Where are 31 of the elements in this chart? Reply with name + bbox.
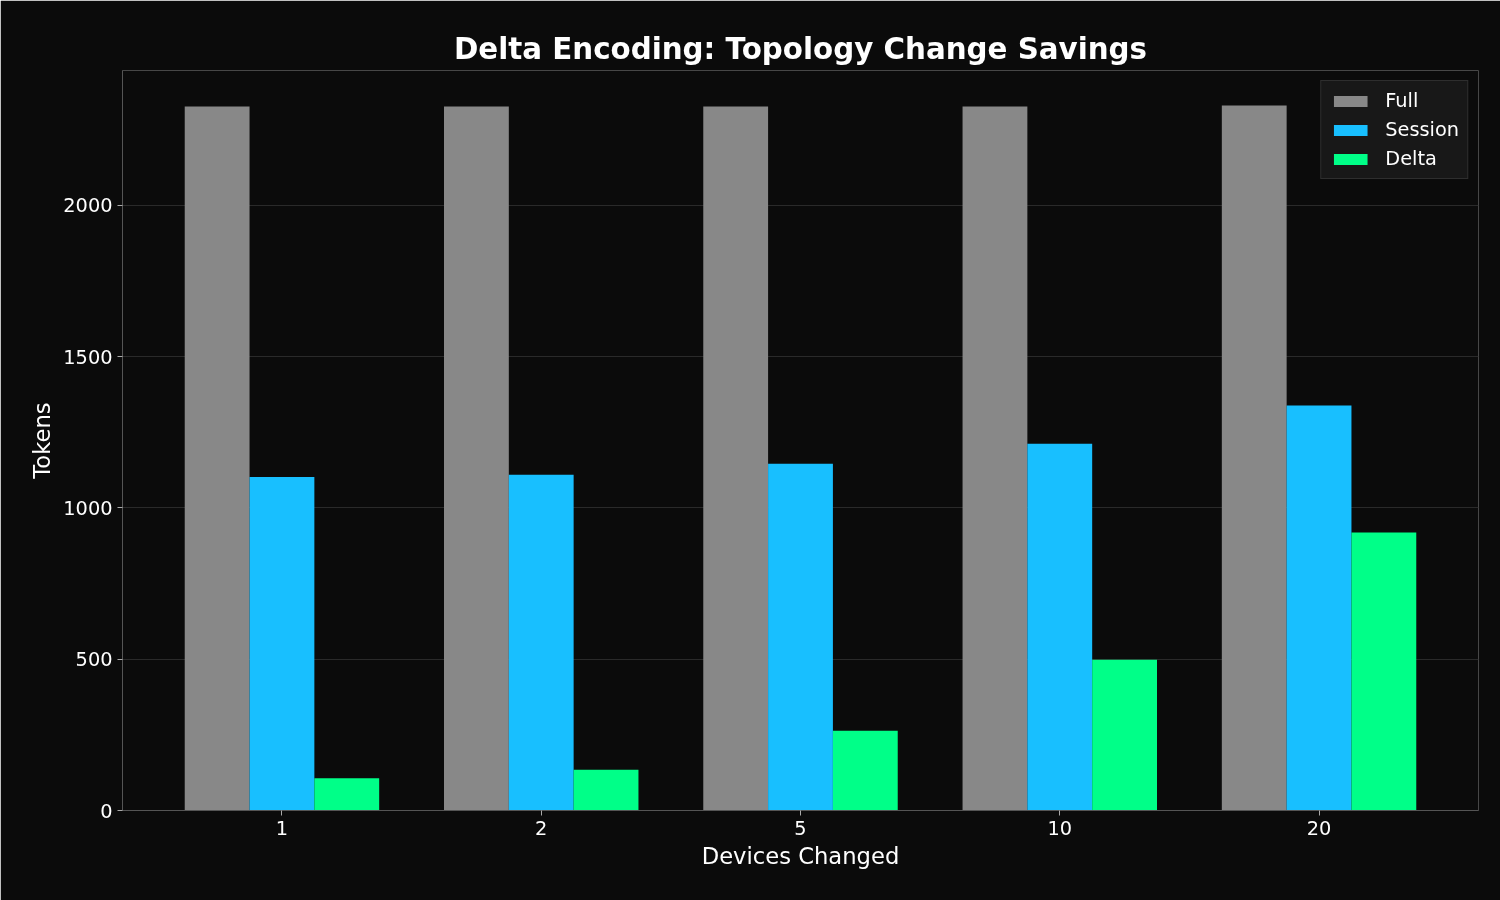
chart-title: Delta Encoding: Topology Change Savings [453,31,1148,66]
x-tick-label: 10 [1047,816,1073,840]
bar [1351,532,1417,811]
x-axis-title: Devices Changed [701,842,900,869]
x-tick-label: 1 [275,816,289,840]
y-tick-label: 2000 [63,194,113,218]
x-tick-label: 5 [794,816,807,840]
x-tick-label: 2 [535,816,548,840]
bar [832,730,898,811]
bar [703,106,769,811]
bar [314,778,380,811]
legend-label: Delta [1385,147,1437,170]
bar [1092,659,1157,811]
y-tick-label: 1500 [63,345,113,369]
x-tick-label: 20 [1306,816,1332,840]
bar [508,474,574,811]
y-tick-label: 500 [75,648,113,672]
y-tick-label: 0 [100,799,113,823]
bar [249,477,315,811]
y-tick-label: 1000 [63,496,113,520]
bar [1286,405,1352,811]
bar [1221,105,1287,811]
bar [768,463,833,811]
bar [444,106,509,811]
bar [1027,443,1093,811]
bar [962,106,1028,811]
legend-label: Full [1385,89,1419,112]
y-axis-title: Tokens [29,402,56,480]
legend-label: Session [1385,118,1459,141]
bar [184,106,250,811]
bar [573,769,639,811]
